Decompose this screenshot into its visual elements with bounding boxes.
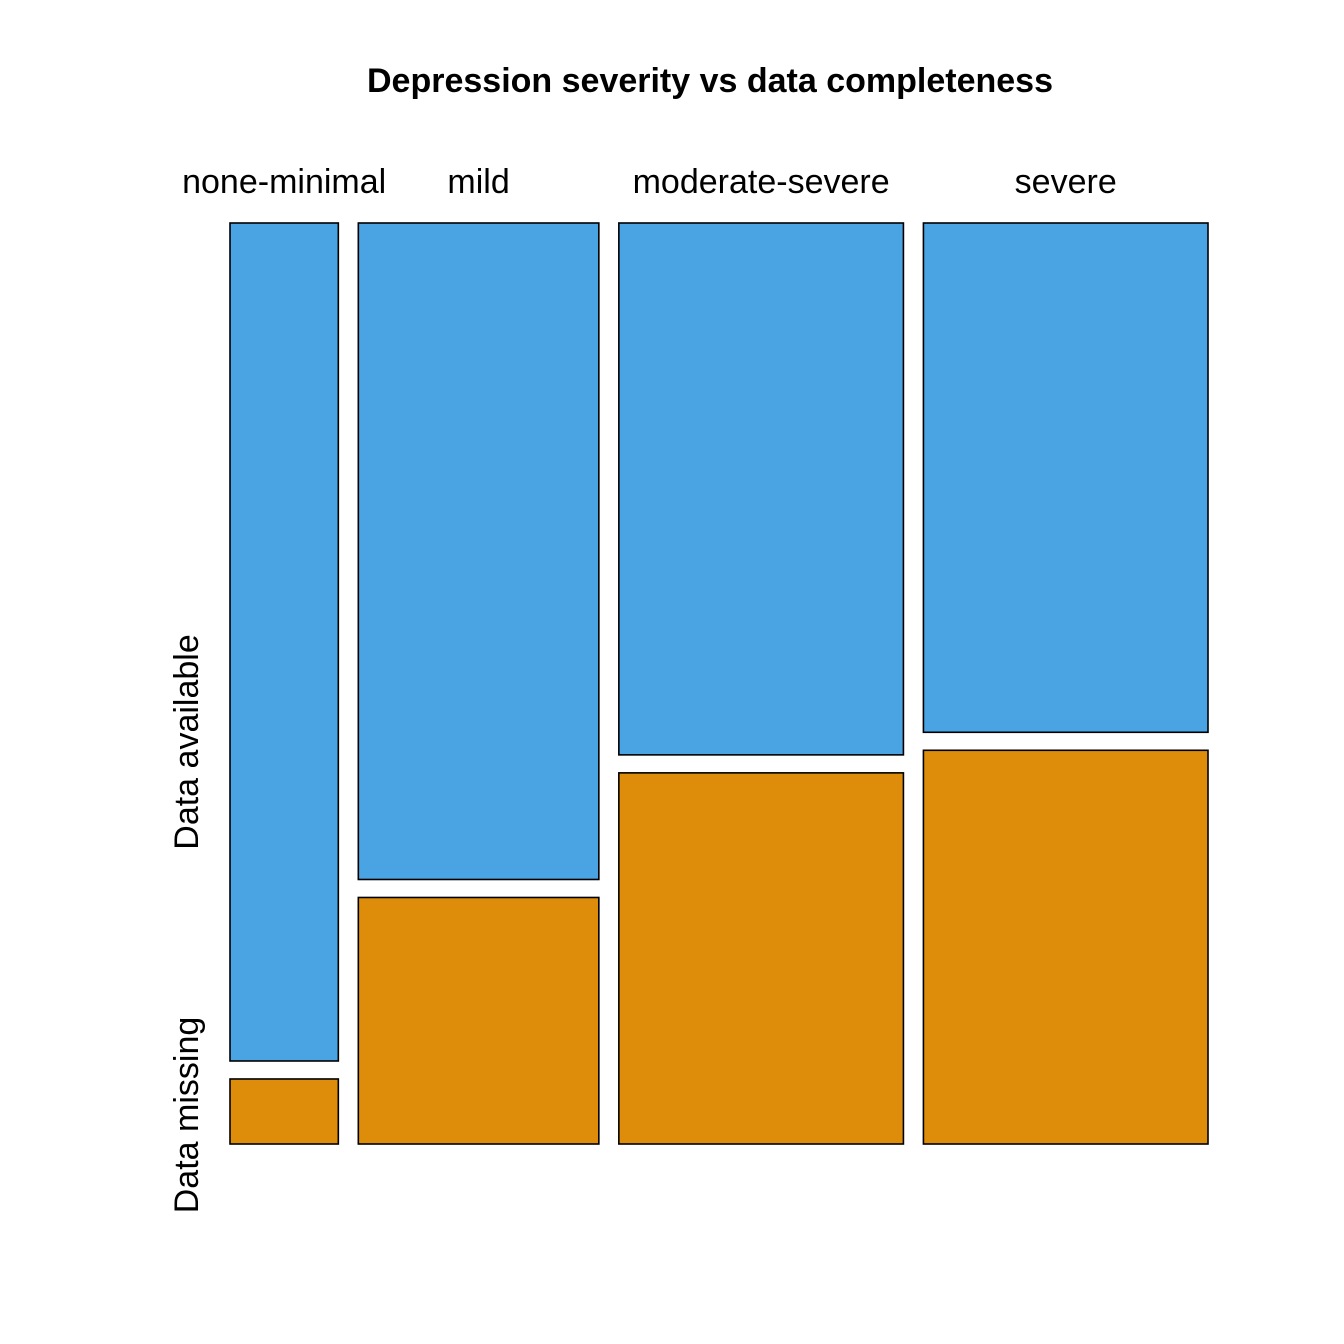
column-label-mild: mild — [447, 163, 509, 201]
tile-none-minimal-available — [229, 222, 340, 1062]
tile-moderate-severe-missing — [618, 772, 905, 1145]
column-label-moderate-severe: moderate-severe — [633, 163, 890, 201]
row-label-data-missing: Data missing — [168, 1017, 206, 1214]
row-label-data-available: Data available — [168, 634, 206, 849]
chart-title: Depression severity vs data completeness — [367, 62, 1053, 100]
tile-moderate-severe-available — [618, 222, 905, 756]
row-labels: Data available Data missing — [168, 634, 206, 1213]
tile-mild-available — [357, 222, 600, 881]
column-label-none-minimal: none-minimal — [182, 163, 386, 201]
column-label-severe: severe — [1015, 163, 1117, 201]
mosaic-tiles — [229, 222, 1209, 1145]
tile-none-minimal-missing — [229, 1078, 340, 1145]
tile-severe-missing — [922, 749, 1209, 1145]
tile-severe-available — [922, 222, 1209, 734]
tile-mild-missing — [357, 896, 600, 1145]
column-labels: none-minimal mild moderate-severe severe — [182, 163, 1117, 201]
